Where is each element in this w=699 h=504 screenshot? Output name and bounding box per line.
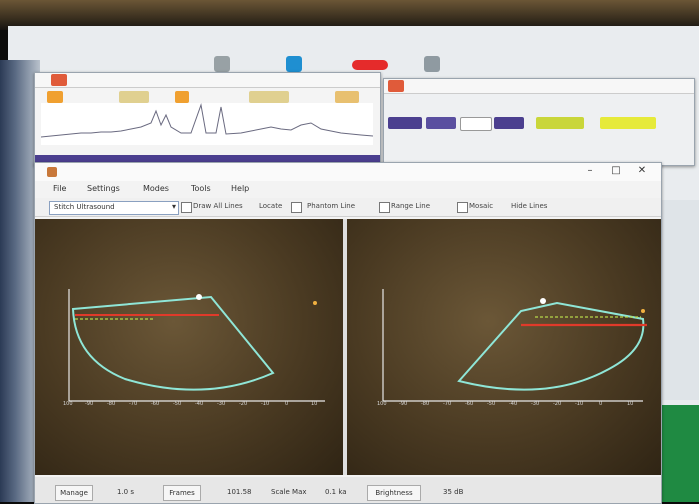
x-tick-label: -80	[421, 401, 429, 407]
control-button[interactable]	[494, 117, 524, 129]
desktop-background	[0, 60, 40, 502]
x-tick-label: 10	[311, 401, 317, 407]
value-field[interactable]	[460, 117, 492, 131]
app-icon[interactable]	[286, 56, 302, 72]
main-titlebar[interactable]: – □ ✕	[35, 163, 661, 181]
frames-field[interactable]: 101.58	[227, 488, 252, 496]
app-icon[interactable]	[424, 56, 440, 72]
status-strip	[35, 155, 380, 165]
x-tick-label: -60	[465, 401, 473, 407]
x-tick-label: -90	[85, 401, 93, 407]
control-button[interactable]	[388, 117, 422, 129]
source-select[interactable]: Stitch Ultrasound ▾	[49, 201, 179, 215]
panel-divider	[343, 219, 347, 475]
monitor-bezel	[0, 0, 699, 30]
x-tick-label: -30	[531, 401, 539, 407]
toolbar-button[interactable]	[47, 91, 63, 103]
scan-sector-outline	[71, 295, 275, 391]
hide-lines-label: Hide Lines	[511, 202, 548, 210]
close-button[interactable]: ✕	[637, 165, 647, 176]
x-tick-label: -10	[575, 401, 583, 407]
menu-modes[interactable]: Modes	[143, 184, 169, 193]
ultrasound-view-right[interactable]: 100 -90 -80 -70 -60 -50 -40 -30 -20 -10 …	[347, 219, 661, 475]
app-icon[interactable]	[214, 56, 230, 72]
x-tick-label: -50	[487, 401, 495, 407]
control-button[interactable]	[426, 117, 456, 129]
range-line-label: Range Line	[391, 202, 430, 210]
window-titlebar[interactable]	[384, 79, 694, 94]
window-titlebar[interactable]	[35, 73, 380, 88]
manage-button[interactable]: Manage	[55, 485, 93, 501]
minimize-button[interactable]: –	[587, 165, 593, 176]
x-tick-label: -90	[399, 401, 407, 407]
phantom-line-label: Phantom Line	[307, 202, 356, 210]
source-select-value: Stitch Ultrasound	[54, 203, 115, 211]
toolbar-button[interactable]	[249, 91, 289, 103]
x-tick-label: 0	[285, 401, 288, 407]
toolbar-button[interactable]	[175, 91, 189, 103]
control-button[interactable]	[536, 117, 584, 129]
x-tick-label: 0	[599, 401, 602, 407]
marker-dot	[313, 301, 317, 305]
locate-checkbox[interactable]	[291, 202, 302, 213]
draw-all-lines-checkbox[interactable]	[181, 202, 192, 213]
ultrasound-main-window[interactable]: – □ ✕ File Settings Modes Tools Help Sti…	[34, 162, 662, 504]
x-tick-label: -10	[261, 401, 269, 407]
menu-tools[interactable]: Tools	[191, 184, 211, 193]
control-button[interactable]	[600, 117, 656, 129]
menu-file[interactable]: File	[53, 184, 67, 193]
range-line-checkbox[interactable]	[379, 202, 390, 213]
menu-bar: File Settings Modes Tools Help	[35, 181, 661, 197]
ultrasound-view-left[interactable]: 100 -90 -80 -70 -60 -50 -40 -30 -20 -10 …	[35, 219, 343, 475]
bottom-bar: Manage 1.0 s Frames 101.58 Scale Max 0.1…	[35, 477, 661, 503]
menu-help[interactable]: Help	[231, 184, 250, 193]
x-tick-label: -30	[217, 401, 225, 407]
probe-marker	[540, 298, 546, 304]
waveform-display	[40, 103, 374, 145]
x-tick-label: -20	[239, 401, 247, 407]
background-window-waveform[interactable]	[34, 72, 381, 166]
locate-label: Locate	[259, 202, 283, 210]
toolbar-button[interactable]	[335, 91, 359, 103]
draw-all-lines-label: Draw All Lines	[193, 202, 243, 210]
toolbar-button[interactable]	[119, 91, 149, 103]
marker-dot	[641, 309, 645, 313]
scale-max-label: Scale Max	[271, 488, 307, 496]
background-window-controls[interactable]	[383, 78, 695, 166]
background-window-edge	[660, 200, 699, 400]
x-tick-label: -50	[173, 401, 181, 407]
x-tick-label: 10	[627, 401, 633, 407]
x-tick-label: 100	[377, 401, 387, 407]
app-icon[interactable]	[352, 60, 388, 70]
mosaic-label: Mosaic	[469, 202, 494, 210]
app-icon	[388, 80, 404, 92]
x-tick-label: -40	[195, 401, 203, 407]
frames-button[interactable]: Frames	[163, 485, 201, 501]
x-tick-label: -20	[553, 401, 561, 407]
x-tick-label: -40	[509, 401, 517, 407]
app-icon	[47, 167, 57, 177]
x-tick-label: 100	[63, 401, 73, 407]
probe-marker	[196, 294, 202, 300]
mosaic-checkbox[interactable]	[457, 202, 468, 213]
x-tick-label: -70	[129, 401, 137, 407]
brightness-field[interactable]: 35 dB	[443, 488, 464, 496]
maximize-button[interactable]: □	[611, 165, 621, 176]
app-icon	[51, 74, 67, 86]
time-field[interactable]: 1.0 s	[117, 488, 135, 496]
toolbar	[388, 117, 690, 131]
x-tick-label: -60	[151, 401, 159, 407]
options-bar: Stitch Ultrasound ▾ Draw All Lines Locat…	[35, 198, 661, 217]
scale-max-field[interactable]: 0.1 ka	[325, 488, 347, 496]
toolbar	[39, 91, 376, 105]
chevron-down-icon: ▾	[171, 202, 176, 211]
brightness-button[interactable]: Brightness	[367, 485, 421, 501]
menu-settings[interactable]: Settings	[87, 184, 120, 193]
background-window-edge	[660, 405, 699, 502]
x-tick-label: -80	[107, 401, 115, 407]
scan-sector-outline	[457, 301, 645, 391]
x-tick-label: -70	[443, 401, 451, 407]
